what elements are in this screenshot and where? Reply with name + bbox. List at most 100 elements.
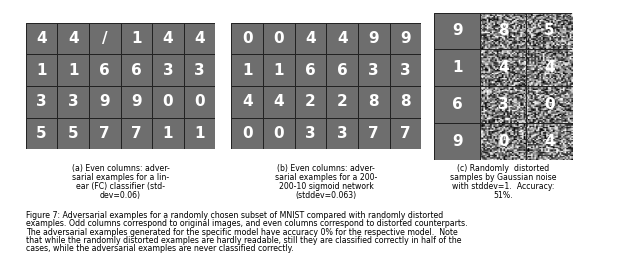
Text: 3: 3 bbox=[400, 63, 411, 78]
Text: (stddev=0.063): (stddev=0.063) bbox=[296, 191, 357, 200]
Bar bbox=[263, 86, 294, 118]
Bar bbox=[526, 86, 572, 123]
Text: 3: 3 bbox=[337, 126, 347, 141]
Bar bbox=[26, 23, 57, 55]
Text: 200-10 sigmoid network: 200-10 sigmoid network bbox=[279, 182, 374, 191]
Text: 4: 4 bbox=[544, 60, 554, 75]
Bar bbox=[390, 55, 421, 86]
Text: 8: 8 bbox=[498, 24, 509, 38]
Bar bbox=[231, 55, 263, 86]
Bar bbox=[434, 86, 480, 123]
Text: (c) Randomly  distorted: (c) Randomly distorted bbox=[457, 164, 549, 173]
Bar bbox=[358, 86, 390, 118]
Text: 4: 4 bbox=[305, 31, 316, 46]
Bar bbox=[152, 23, 184, 55]
Bar bbox=[390, 23, 421, 55]
Bar bbox=[326, 118, 358, 149]
Text: 6: 6 bbox=[131, 63, 141, 78]
Bar bbox=[184, 86, 215, 118]
Text: 6: 6 bbox=[100, 63, 110, 78]
Bar bbox=[152, 55, 184, 86]
Bar bbox=[326, 55, 358, 86]
Text: 0: 0 bbox=[544, 97, 554, 112]
Text: that while the randomly distorted examples are hardly readable, still they are c: that while the randomly distorted exampl… bbox=[26, 236, 461, 245]
Bar bbox=[358, 55, 390, 86]
Text: 0: 0 bbox=[194, 94, 205, 109]
Text: samples by Gaussian noise: samples by Gaussian noise bbox=[450, 173, 556, 182]
Text: 5: 5 bbox=[544, 24, 554, 38]
Bar bbox=[294, 86, 326, 118]
Bar bbox=[390, 86, 421, 118]
Bar bbox=[152, 118, 184, 149]
Text: 7: 7 bbox=[131, 126, 141, 141]
Bar bbox=[263, 23, 294, 55]
Bar bbox=[294, 118, 326, 149]
Bar bbox=[263, 55, 294, 86]
Bar bbox=[358, 118, 390, 149]
Text: (b) Even columns: adver-: (b) Even columns: adver- bbox=[277, 164, 376, 173]
Bar bbox=[152, 23, 184, 55]
Bar bbox=[294, 23, 326, 55]
Bar bbox=[184, 23, 215, 55]
Bar bbox=[434, 123, 480, 160]
Text: 1: 1 bbox=[452, 60, 462, 75]
Text: cases, while the adversarial examples are never classified correctly.: cases, while the adversarial examples ar… bbox=[26, 244, 293, 253]
Text: 3: 3 bbox=[368, 63, 379, 78]
Bar bbox=[26, 118, 57, 149]
Bar bbox=[526, 123, 572, 160]
Text: Figure 7: Adversarial examples for a randomly chosen subset of MNIST compared wi: Figure 7: Adversarial examples for a ran… bbox=[26, 211, 443, 220]
Bar bbox=[184, 118, 215, 149]
Bar bbox=[57, 23, 89, 55]
Bar bbox=[326, 86, 358, 118]
Bar bbox=[57, 23, 89, 55]
Bar bbox=[57, 86, 89, 118]
Text: with stddev=1.  Accuracy:: with stddev=1. Accuracy: bbox=[452, 182, 554, 191]
Text: 1: 1 bbox=[131, 31, 141, 46]
Bar bbox=[358, 23, 390, 55]
Bar bbox=[184, 118, 215, 149]
Text: 1: 1 bbox=[36, 63, 47, 78]
Bar bbox=[390, 118, 421, 149]
Bar bbox=[231, 23, 263, 55]
Bar bbox=[26, 55, 57, 86]
Bar bbox=[480, 86, 526, 123]
Text: sarial examples for a lin-: sarial examples for a lin- bbox=[72, 173, 169, 182]
Bar bbox=[152, 118, 184, 149]
Text: 5: 5 bbox=[68, 126, 78, 141]
Bar bbox=[263, 118, 294, 149]
Text: 0: 0 bbox=[498, 134, 509, 149]
Bar bbox=[480, 49, 526, 86]
Bar bbox=[120, 23, 152, 55]
Text: 9: 9 bbox=[400, 31, 411, 46]
Text: 1: 1 bbox=[163, 126, 173, 141]
Text: (a) Even columns: adver-: (a) Even columns: adver- bbox=[71, 164, 170, 173]
Text: dev=0.06): dev=0.06) bbox=[100, 191, 141, 200]
Bar bbox=[57, 55, 89, 86]
Text: 6: 6 bbox=[305, 63, 316, 78]
Bar bbox=[263, 86, 294, 118]
Text: 3: 3 bbox=[498, 97, 509, 112]
Text: 1: 1 bbox=[242, 63, 253, 78]
Bar bbox=[231, 118, 263, 149]
Bar bbox=[184, 86, 215, 118]
Bar bbox=[480, 123, 526, 160]
Text: examples. Odd columns correspond to original images, and even columns correspond: examples. Odd columns correspond to orig… bbox=[26, 219, 467, 228]
Bar bbox=[263, 23, 294, 55]
Bar bbox=[231, 55, 263, 86]
Bar bbox=[390, 118, 421, 149]
Text: 9: 9 bbox=[131, 94, 141, 109]
Bar bbox=[480, 13, 526, 49]
Bar bbox=[390, 55, 421, 86]
Text: 9: 9 bbox=[100, 94, 110, 109]
Text: 6: 6 bbox=[451, 97, 462, 112]
Text: 4: 4 bbox=[544, 134, 554, 149]
Bar bbox=[26, 55, 57, 86]
Bar bbox=[434, 86, 480, 123]
Text: 8: 8 bbox=[368, 94, 379, 109]
Text: 7: 7 bbox=[400, 126, 411, 141]
Bar bbox=[358, 23, 390, 55]
Bar bbox=[57, 118, 89, 149]
Text: ear (FC) classifier (std-: ear (FC) classifier (std- bbox=[76, 182, 165, 191]
Bar bbox=[326, 23, 358, 55]
Text: 4: 4 bbox=[68, 31, 78, 46]
